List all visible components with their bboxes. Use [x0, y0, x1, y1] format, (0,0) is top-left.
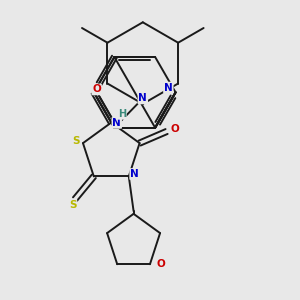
Text: O: O [171, 124, 180, 134]
Text: N: N [130, 169, 139, 179]
Text: H: H [118, 109, 126, 119]
Text: S: S [72, 136, 80, 146]
Text: N: N [164, 82, 173, 93]
Text: O: O [156, 259, 165, 269]
Text: S: S [69, 200, 76, 210]
Text: N: N [112, 118, 121, 128]
Text: N: N [138, 94, 147, 103]
Text: O: O [92, 84, 101, 94]
